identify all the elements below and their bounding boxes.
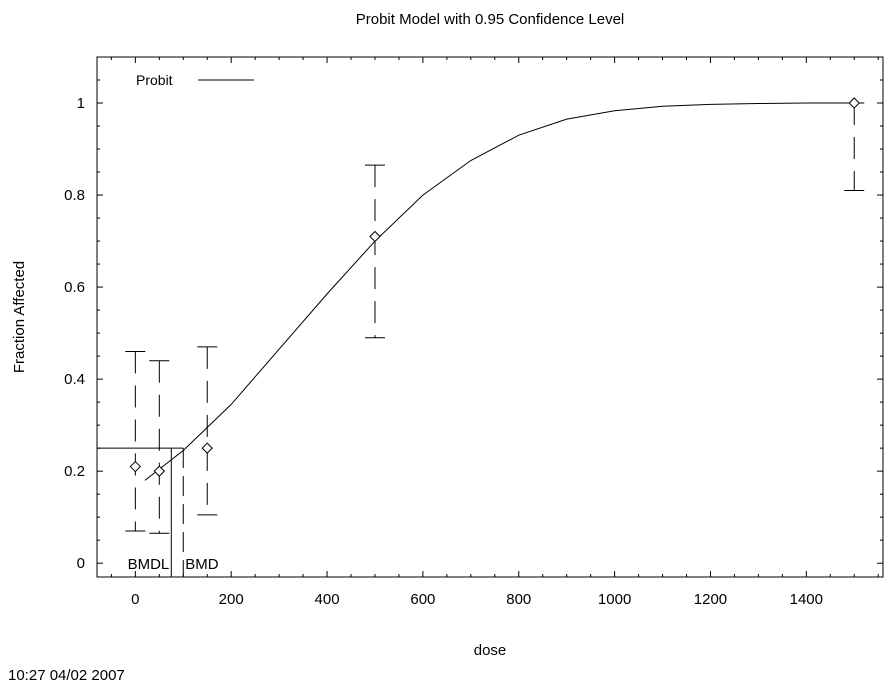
x-tick-label: 400	[315, 591, 340, 608]
data-point-diamond	[848, 97, 860, 109]
data-points-layer	[125, 97, 865, 534]
y-tick-label: 0.2	[64, 463, 85, 480]
y-axis-ticks: 0 0.2 0.4 0.6 0.8 1	[64, 79, 883, 572]
y-tick-label: 0.8	[64, 187, 85, 204]
model-curve-layer	[144, 102, 855, 481]
x-tick-label: 0	[131, 591, 139, 608]
data-point-diamond	[153, 465, 166, 477]
data-point-diamond	[201, 442, 213, 454]
probit-model-curve	[144, 102, 855, 481]
x-tick-label: 200	[219, 591, 244, 608]
legend-label-probit: Probit	[136, 72, 173, 88]
bmd-label: BMD	[185, 556, 219, 573]
bmd-marker-layer: BMDL BMD	[97, 447, 219, 577]
bmdl-label: BMDL	[128, 556, 170, 573]
chart-title: Probit Model with 0.95 Confidence Level	[356, 11, 625, 28]
plot-frame	[96, 56, 884, 578]
data-point-diamond	[129, 460, 142, 473]
y-tick-label: 0.4	[64, 371, 85, 388]
y-tick-label: 0	[77, 555, 85, 572]
legend: Probit	[136, 72, 254, 88]
y-axis-label: Fraction Affected	[11, 261, 28, 373]
data-point-diamond	[369, 230, 381, 243]
timestamp: 10:27 04/02 2007	[8, 667, 125, 684]
y-tick-label: 1	[77, 95, 85, 112]
x-tick-label: 600	[410, 591, 435, 608]
x-tick-label: 800	[506, 591, 531, 608]
y-tick-label: 0.6	[64, 279, 85, 296]
x-axis-ticks: 0 200 400 600 800 1000 1200 1400	[110, 57, 879, 608]
x-tick-label: 1000	[598, 591, 631, 608]
x-axis-label: dose	[474, 642, 507, 659]
x-tick-label: 1400	[790, 591, 823, 608]
x-tick-label: 1200	[694, 591, 727, 608]
